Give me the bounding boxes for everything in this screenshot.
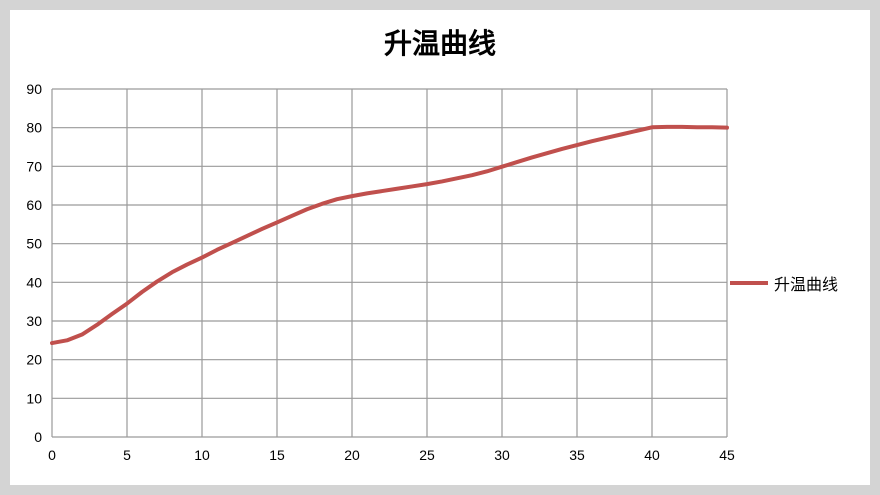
x-tick-label: 35: [569, 447, 585, 463]
x-tick-label: 0: [48, 447, 56, 463]
y-tick-label: 40: [26, 274, 42, 290]
legend: 升温曲线: [730, 271, 838, 295]
y-tick-label: 10: [26, 390, 42, 406]
x-tick-label: 10: [194, 447, 210, 463]
x-tick-label: 45: [719, 447, 735, 463]
x-tick-label: 15: [269, 447, 285, 463]
y-tick-label: 20: [26, 352, 42, 368]
x-tick-label: 20: [344, 447, 360, 463]
y-tick-label: 90: [26, 81, 42, 97]
x-tick-label: 30: [494, 447, 510, 463]
legend-label: 升温曲线: [774, 275, 839, 294]
y-tick-label: 0: [34, 429, 42, 445]
y-tick-label: 60: [26, 197, 42, 213]
chart-title: 升温曲线: [383, 27, 496, 60]
legend-swatch: [730, 281, 768, 285]
y-tick-label: 30: [26, 313, 42, 329]
x-tick-label: 5: [123, 447, 131, 463]
series-line: [50, 124, 729, 346]
y-tick-label: 70: [26, 158, 42, 174]
y-tick-label: 80: [26, 120, 42, 136]
y-tick-label: 50: [26, 236, 42, 252]
x-tick-label: 25: [419, 447, 435, 463]
x-tick-label: 40: [644, 447, 660, 463]
